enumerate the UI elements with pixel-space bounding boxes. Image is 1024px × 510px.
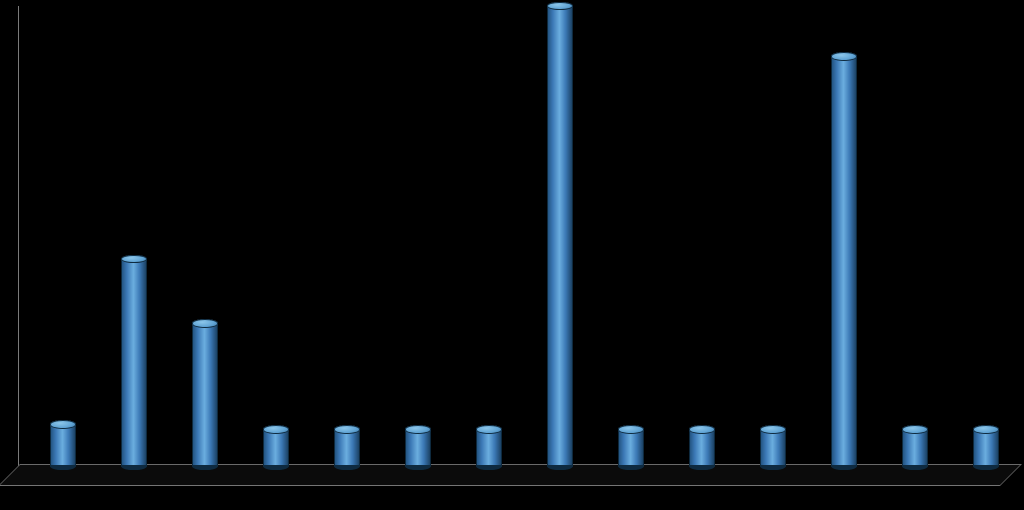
- bar-body: [405, 429, 431, 466]
- bar-cap: [192, 319, 218, 328]
- bar-cap: [760, 425, 786, 434]
- bar-body: [263, 429, 289, 466]
- bar-body: [760, 429, 786, 466]
- bar-body: [831, 57, 857, 466]
- bar-cap: [50, 420, 76, 429]
- bar: [405, 429, 431, 466]
- bar-body: [121, 259, 147, 466]
- bar: [50, 425, 76, 466]
- bar-cap: [405, 425, 431, 434]
- bar-body: [902, 429, 928, 466]
- bar: [689, 429, 715, 466]
- bar: [121, 259, 147, 466]
- bar-cap: [476, 425, 502, 434]
- bar-cap: [831, 52, 857, 61]
- bar-body: [547, 6, 573, 466]
- bar-body: [689, 429, 715, 466]
- bar: [192, 323, 218, 466]
- bar: [334, 429, 360, 466]
- bar-cap: [334, 425, 360, 434]
- bar: [902, 429, 928, 466]
- bar: [476, 429, 502, 466]
- bar-cap: [618, 425, 644, 434]
- bar-cap: [973, 425, 999, 434]
- bar-body: [334, 429, 360, 466]
- bar: [618, 429, 644, 466]
- bar: [973, 429, 999, 466]
- bar-chart: [0, 0, 1024, 510]
- bar-body: [50, 425, 76, 466]
- bar-body: [618, 429, 644, 466]
- bar: [547, 6, 573, 466]
- bar: [831, 57, 857, 466]
- bar: [760, 429, 786, 466]
- bar-body: [476, 429, 502, 466]
- bar-cap: [263, 425, 289, 434]
- bar: [263, 429, 289, 466]
- bar-body: [973, 429, 999, 466]
- bar-body: [192, 323, 218, 466]
- bar-cap: [689, 425, 715, 434]
- chart-floor: [0, 464, 1022, 486]
- bar-cap: [902, 425, 928, 434]
- plot-area: [20, 6, 1020, 486]
- y-axis: [18, 6, 19, 486]
